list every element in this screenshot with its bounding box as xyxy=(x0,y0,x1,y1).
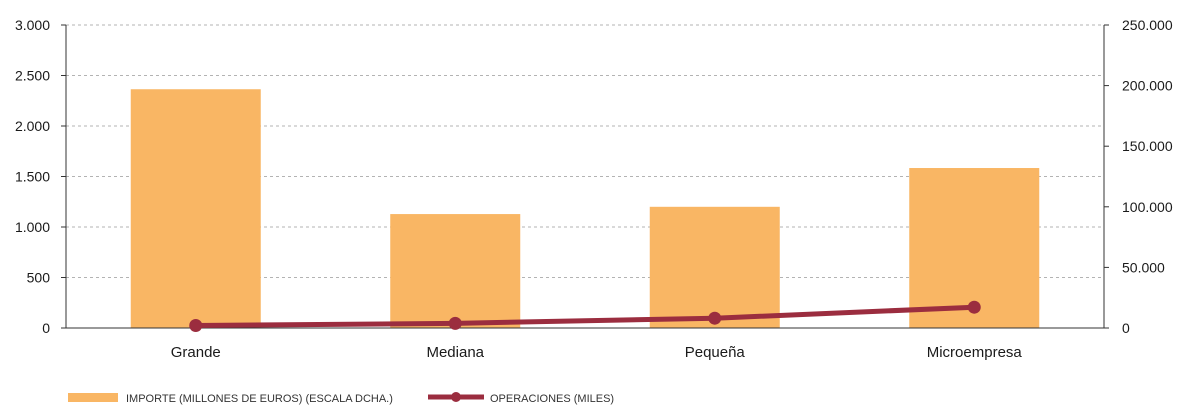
point-microempresa xyxy=(967,300,981,314)
category-label: Microempresa xyxy=(927,344,1023,361)
left-tick-label: 2.000 xyxy=(15,118,50,134)
point-mediana xyxy=(448,316,462,330)
legend-bar-label: IMPORTE (MILLONES DE EUROS) (ESCALA DCHA… xyxy=(126,393,393,405)
right-tick-label: 200.000 xyxy=(1122,78,1173,94)
point-pequeña xyxy=(708,311,722,325)
left-tick-label: 3.000 xyxy=(15,17,50,33)
bar-series xyxy=(130,89,1040,329)
category-label: Grande xyxy=(171,344,221,361)
left-tick-label: 500 xyxy=(27,270,51,286)
left-tick-label: 1.500 xyxy=(15,169,50,185)
left-tick-label: 0 xyxy=(42,320,50,336)
bar-pequeña xyxy=(649,206,780,328)
operaciones-line xyxy=(193,304,977,328)
legend: IMPORTE (MILLONES DE EUROS) (ESCALA DCHA… xyxy=(68,392,614,405)
right-tick-label: 250.000 xyxy=(1122,17,1173,33)
bar-grande xyxy=(130,89,261,329)
legend-bar-swatch xyxy=(68,393,118,402)
tick-labels: 0 500 1.000 1.500 2.000 2.500 3.000 0 50.000 100.… xyxy=(15,17,1173,361)
right-tick-label: 50.000 xyxy=(1122,259,1165,275)
right-tick-label: 150.000 xyxy=(1122,138,1173,154)
axes xyxy=(61,24,1109,329)
legend-line-label: OPERACIONES (MILES) xyxy=(490,393,614,405)
right-tick-label: 0 xyxy=(1122,320,1130,336)
left-tick-label: 1.000 xyxy=(15,219,50,235)
line-series xyxy=(189,300,981,332)
right-tick-label: 100.000 xyxy=(1122,199,1173,215)
bar-mediana xyxy=(390,214,521,328)
category-label: Pequeña xyxy=(685,344,746,361)
point-grande xyxy=(189,318,203,332)
left-tick-label: 2.500 xyxy=(15,68,50,84)
legend-line-marker xyxy=(451,392,461,402)
category-label: Mediana xyxy=(426,344,484,361)
